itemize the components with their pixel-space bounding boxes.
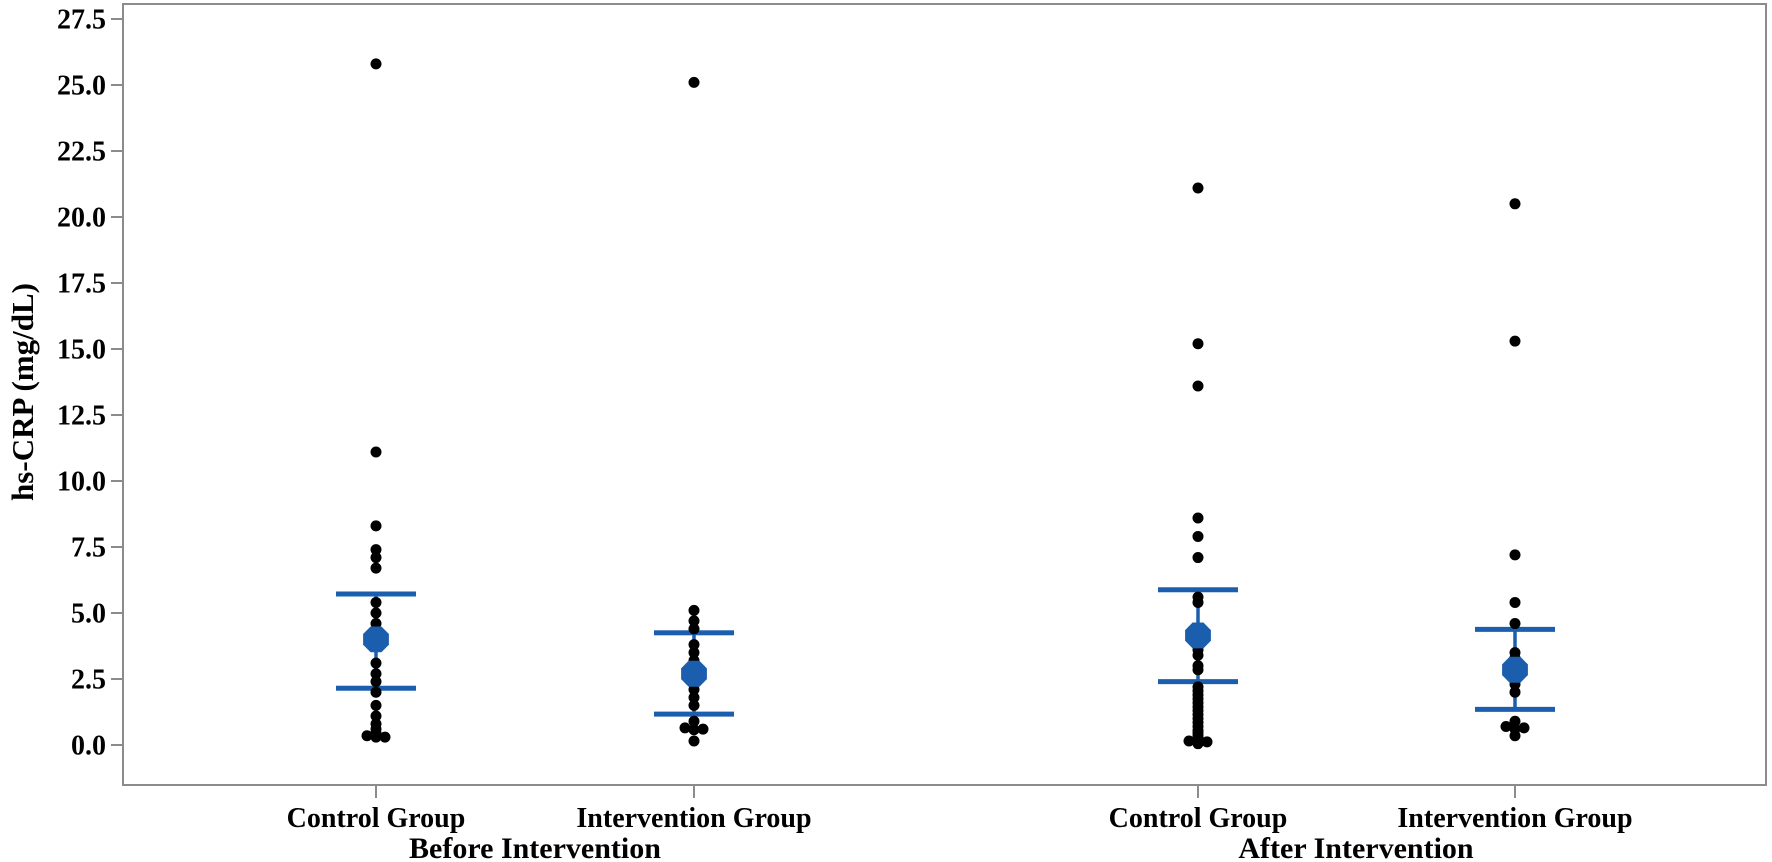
data-point [688,639,700,651]
data-point [370,676,382,688]
data-point [1509,618,1521,630]
mean-marker [681,660,707,687]
ci-cap-lower [654,711,734,717]
data-point [1509,730,1521,742]
y-tick-label: 27.5 [57,5,106,36]
ci-cap-lower [1475,706,1555,712]
facet-label: Before Intervention [409,832,661,862]
y-axis-title: hs-CRP (mg/dL) [5,283,40,501]
data-point [1192,380,1204,392]
data-point [370,668,382,680]
data-point [379,731,391,743]
ci-cap-upper [336,591,416,597]
data-point [370,710,382,722]
data-point [1201,736,1213,748]
data-point [1183,735,1195,747]
data-point [1192,552,1204,564]
data-point [1192,596,1204,608]
data-point [370,596,382,608]
data-point [370,446,382,458]
data-point [688,699,700,711]
y-tick-label: 2.5 [71,665,106,696]
data-point [1192,649,1204,661]
y-tick-label: 5.0 [71,599,106,630]
y-tick-label: 7.5 [71,533,106,564]
y-tick-label: 10.0 [57,467,106,498]
plot-frame [122,3,1767,786]
ci-cap-upper [1158,587,1238,593]
data-point [370,552,382,564]
data-point [370,520,382,532]
data-point [370,544,382,556]
data-point [370,562,382,574]
mean-marker [1502,656,1528,683]
y-tick-label: 15.0 [57,335,106,366]
data-point [1509,198,1521,210]
data-point [688,735,700,747]
mean-marker [1185,622,1211,649]
data-point [1192,530,1204,542]
data-point [697,723,709,735]
y-tick-label: 22.5 [57,137,106,168]
data-point [370,686,382,698]
data-point [1509,686,1521,698]
group-label: Intervention Group [1397,803,1632,834]
data-point [1192,512,1204,524]
data-point [361,730,373,742]
group-label: Intervention Group [576,803,811,834]
data-point [688,724,700,736]
ci-cap-upper [1475,626,1555,632]
data-point [688,604,700,616]
data-point [688,615,700,627]
data-point [370,618,382,630]
data-point [370,607,382,619]
data-point [1509,596,1521,608]
data-point [370,731,382,743]
group-label: Control Group [1109,803,1288,834]
data-point [1509,335,1521,347]
data-point [1192,182,1204,194]
facet-label: After Intervention [1238,832,1474,862]
data-point [1192,338,1204,350]
data-point [688,623,700,635]
data-point [688,715,700,727]
group-label: Control Group [287,803,466,834]
y-tick-label: 0.0 [71,731,106,762]
data-point [1500,721,1512,733]
data-point [1509,549,1521,561]
data-point [1192,664,1204,676]
y-tick-label: 20.0 [57,203,106,234]
data-point [688,691,700,703]
data-point [370,699,382,711]
y-tick-label: 12.5 [57,401,106,432]
data-point [679,722,691,734]
data-point [370,657,382,669]
data-point [1509,715,1521,727]
y-tick-label: 25.0 [57,71,106,102]
y-tick-label: 17.5 [57,269,106,300]
data-point [1518,722,1530,734]
data-point [688,647,700,659]
mean-marker [363,626,389,653]
data-point [370,58,382,70]
data-point [688,76,700,88]
data-point [688,684,700,696]
data-point [1192,738,1204,750]
